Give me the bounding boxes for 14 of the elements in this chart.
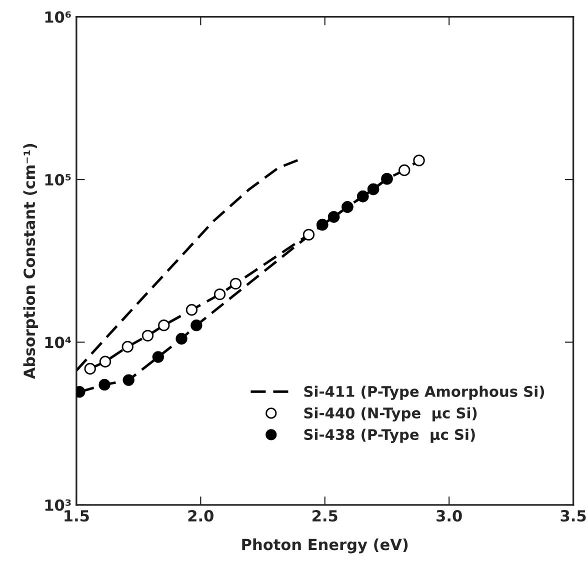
x-tick-label: 3.5 (560, 510, 586, 522)
y-tick-label: 10³ (45, 499, 71, 511)
x-axis-title: Photon Energy (eV) (242, 538, 408, 554)
legend-label: Si-438 (P-Type μc Si) (304, 428, 475, 443)
y-tick-label: 10⁴ (45, 336, 71, 348)
y-axis-title: Absorption Constant (cm⁻¹) (23, 144, 38, 380)
y-tick-label: 10⁵ (45, 174, 71, 186)
y-tick-label: 10⁶ (45, 11, 71, 23)
legend-label: Si-440 (N-Type μc Si) (304, 407, 477, 422)
x-tick-label: 3.0 (436, 510, 462, 522)
x-tick-label: 2.5 (312, 510, 338, 522)
x-tick-label: 2.0 (188, 510, 214, 522)
legend-label: Si-411 (P-Type Amorphous Si) (304, 386, 544, 400)
x-tick-label: 1.5 (64, 510, 89, 522)
